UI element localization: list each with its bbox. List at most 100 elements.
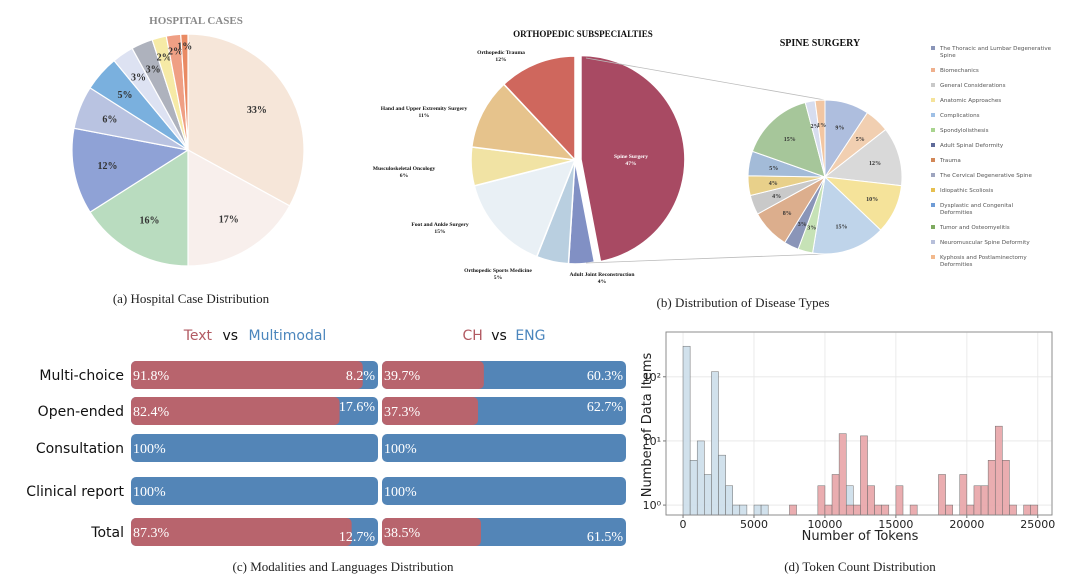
histogram-bar	[945, 504, 953, 516]
slice-label: 12%	[98, 161, 118, 172]
legend-label: Spondylolisthesis	[940, 128, 989, 134]
bars-header-right: CH vs ENG	[463, 328, 546, 344]
histogram-bar	[817, 485, 826, 516]
histogram-bar	[760, 504, 769, 516]
slice-name: Musculoskeletal Oncology	[373, 166, 436, 172]
bar-segment-fill	[136, 397, 335, 425]
pie-slice	[180, 33, 189, 151]
bar-value-label: 37.3%	[384, 405, 421, 420]
header-text-label: Text	[183, 328, 213, 344]
bar-value-label: 12.7%	[339, 530, 376, 545]
caption-d: (d) Token Count Distribution	[784, 559, 936, 574]
header-vs-left: vs	[222, 328, 238, 344]
plot-border	[665, 331, 1053, 516]
legend-swatch	[931, 143, 935, 147]
slice-label: 3%	[798, 222, 807, 228]
slice-label: 1%	[177, 42, 192, 53]
pie-slice	[823, 128, 903, 187]
histogram-bar	[895, 485, 904, 516]
histogram-bar	[980, 485, 989, 516]
bars-header-left: Text vs Multimodal	[183, 328, 327, 344]
legend-label: Trauma	[939, 158, 961, 164]
slice-percent: 6%	[400, 173, 409, 179]
bar-segment-fill	[387, 361, 479, 389]
slice-label: 10%	[866, 197, 878, 203]
legend-label-line: Spine	[940, 53, 956, 59]
slice-label: 15%	[836, 224, 848, 230]
modalities-languages-bars: Multi-choice 91.8% 8.2% 39.7% 60.3% Open-ende…	[26, 361, 626, 546]
slice-label: 1%	[817, 123, 826, 129]
legend-label: Adult Spinal Deformity	[940, 143, 1004, 149]
legend-label: Anatomic Approaches	[940, 98, 1001, 104]
slice-percent: 11%	[419, 113, 430, 119]
histogram-bar	[959, 474, 968, 516]
slice-label: Hand and Upper Extremity Surgery 11%	[381, 106, 468, 119]
plot-frame	[665, 331, 1053, 516]
slice-label: 15%	[784, 137, 796, 143]
histogram-bar	[838, 433, 847, 516]
bar-segment-fill	[387, 518, 476, 546]
slice-percent: 12%	[495, 57, 507, 63]
slice-name: Adult Joint Reconstruction	[570, 272, 636, 278]
slice-label: 33%	[247, 105, 267, 116]
slice-label: Foot and Ankle Surgery 15%	[411, 222, 469, 235]
svg-text:Text vs Multimodal: Text vs Multimodal	[183, 328, 327, 344]
legend-swatch	[931, 225, 935, 229]
legend-label: General Considerations	[940, 83, 1006, 89]
histogram-bar	[966, 504, 975, 516]
slice-label: 5%	[118, 90, 133, 101]
slice-label: 16%	[140, 216, 160, 227]
histogram-bar	[867, 485, 875, 516]
hospital-pie-title: HOSPITAL CASES	[149, 15, 243, 27]
row-label: Clinical report	[26, 484, 124, 500]
slice-label: 2%	[811, 124, 820, 130]
histogram-bar	[994, 425, 1003, 516]
slice-label: 8%	[783, 211, 792, 217]
histogram-bar	[725, 485, 733, 516]
slice-label: 17%	[219, 214, 239, 225]
histogram-bar	[732, 504, 741, 516]
bar-value-label: 100%	[133, 485, 166, 500]
slice-label: Adult Joint Reconstruction 4%	[570, 272, 636, 285]
row-label: Open-ended	[38, 404, 124, 420]
bar-segment-fill	[136, 518, 347, 546]
pie-slice	[580, 54, 686, 263]
bar-value-label: 82.4%	[133, 405, 170, 420]
legend-label: The Cervical Degenerative Spine	[939, 173, 1032, 179]
histogram-bar	[824, 504, 833, 516]
legend-label-line: Deformities	[940, 210, 973, 216]
bar-segment-multimodal	[131, 434, 378, 462]
histogram-bar	[1030, 504, 1039, 516]
histogram-bar	[909, 504, 918, 516]
spine-pie-title: SPINE SURGERY	[780, 38, 861, 49]
x-tick-label: 0	[680, 518, 687, 531]
histogram-bar	[1009, 504, 1017, 516]
slice-percent: 5%	[494, 275, 503, 281]
header-vs-right: vs	[491, 328, 507, 344]
x-tick-label: 5000	[740, 518, 768, 531]
token-count-histogram: 0 5000 10000 15000 20000 25000 10⁰ 10¹ 10²	[643, 331, 1055, 531]
slice-name: Orthopedic Trauma	[477, 50, 525, 56]
row-label: Total	[90, 525, 124, 541]
bar-value-label: 38.5%	[384, 526, 421, 541]
slice-label: 3%	[807, 225, 816, 231]
x-tick-label: 15000	[878, 518, 913, 531]
slice-percent: 47%	[625, 161, 637, 167]
slice-label: 5%	[769, 166, 778, 172]
histogram-bar	[874, 504, 882, 516]
slice-label: Musculoskeletal Oncology 6%	[373, 166, 436, 179]
legend-label: Complications	[940, 113, 980, 119]
histogram-bar	[704, 474, 712, 516]
histogram-bar	[711, 371, 719, 516]
legend-swatch	[931, 173, 935, 177]
row-label: Consultation	[36, 441, 124, 457]
slice-label: 3%	[131, 73, 146, 84]
legend-swatch	[931, 240, 935, 244]
pie-slice	[502, 55, 576, 162]
histogram-bar	[973, 485, 982, 516]
caption-a: (a) Hospital Case Distribution	[113, 291, 270, 306]
hist-xlabel: Number of Tokens	[802, 529, 919, 544]
histogram-bar	[853, 504, 861, 516]
histogram-bar	[987, 460, 996, 516]
legend-label: The Thoracic and Lumbar Degenerative Spin…	[939, 46, 1052, 59]
